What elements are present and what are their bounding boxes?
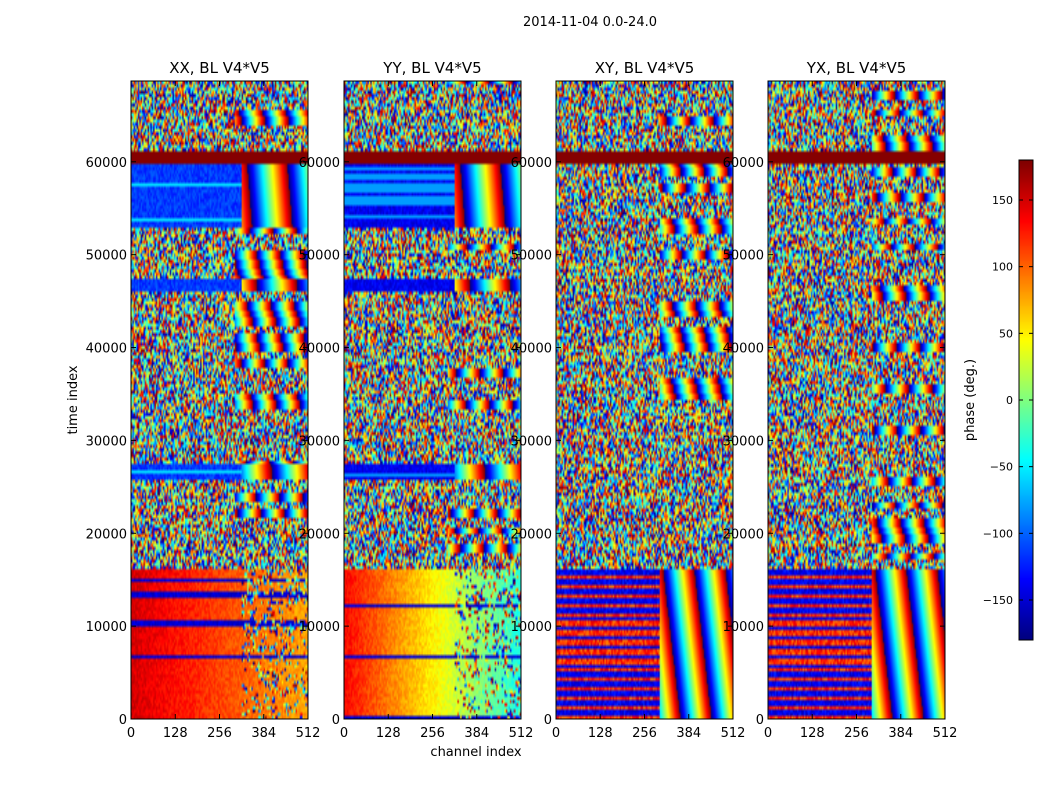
x-tick-label: 128	[800, 726, 825, 741]
panel-3: XY, BL V4*V5 0 128 256 384 512 0 10000 20000 3000…	[511, 59, 746, 741]
y-tick-label: 10000	[723, 620, 764, 635]
x-tick-label: 0	[552, 726, 560, 741]
y-tick-label: 20000	[723, 527, 764, 542]
x-tick-label: 384	[888, 726, 913, 741]
y-tick-label: 30000	[511, 434, 552, 449]
colorbar-tick-label: −150	[983, 594, 1013, 607]
colorbar-tick-label: 0	[1006, 394, 1013, 407]
panel-1: XX, BL V4*V5 0 128 256 384 512 0 10000 20000 3000…	[86, 59, 321, 741]
y-tick-label: 60000	[299, 156, 340, 171]
y-tick-label: 50000	[511, 249, 552, 264]
y-tick-label: 0	[544, 713, 552, 728]
x-tick-label: 128	[588, 726, 613, 741]
heatmap-image	[556, 81, 733, 719]
colorbar-tick-label: −50	[990, 461, 1013, 474]
colorbar-tick-label: −100	[983, 527, 1013, 540]
x-tick-label: 128	[163, 726, 188, 741]
y-tick-label: 50000	[86, 249, 127, 264]
heatmap-image	[344, 81, 521, 719]
x-tick-label: 384	[251, 726, 276, 741]
x-tick-label: 512	[933, 726, 958, 741]
y-tick-label: 20000	[299, 527, 340, 542]
x-tick-label: 512	[509, 726, 534, 741]
x-tick-label: 512	[296, 726, 321, 741]
y-tick-label: 20000	[511, 527, 552, 542]
y-tick-label: 60000	[511, 156, 552, 171]
colorbar: 150 100 50 0 −50 −100 −150	[983, 159, 1034, 641]
panels: XX, BL V4*V5 0 128 256 384 512 0 10000 20000 3000…	[86, 59, 958, 741]
y-tick-label: 0	[119, 713, 127, 728]
x-tick-label: 256	[420, 726, 445, 741]
y-tick-label: 0	[756, 713, 764, 728]
colorbar-label: phase (deg.)	[963, 359, 978, 441]
x-tick-label: 256	[207, 726, 232, 741]
y-tick-label: 40000	[723, 342, 764, 357]
x-tick-label: 256	[632, 726, 657, 741]
y-tick-label: 30000	[723, 434, 764, 449]
y-tick-label: 10000	[86, 620, 127, 635]
y-tick-label: 10000	[511, 620, 552, 635]
y-tick-label: 20000	[86, 527, 127, 542]
y-tick-label: 40000	[299, 342, 340, 357]
x-tick-label: 0	[764, 726, 772, 741]
x-tick-label: 256	[844, 726, 869, 741]
y-tick-label: 60000	[723, 156, 764, 171]
y-tick-label: 0	[332, 713, 340, 728]
y-tick-label: 60000	[86, 156, 127, 171]
panel-title: XY, BL V4*V5	[595, 59, 695, 77]
x-tick-label: 0	[340, 726, 348, 741]
figure-title: 2014-11-04 0.0-24.0	[523, 15, 657, 30]
colorbar-tick-label: 100	[992, 261, 1013, 274]
panel-title: XX, BL V4*V5	[169, 59, 270, 77]
x-axis-label: channel index	[430, 745, 521, 760]
x-tick-label: 128	[376, 726, 401, 741]
colorbar-gradient	[1019, 160, 1033, 640]
panel-title: YX, BL V4*V5	[806, 59, 907, 77]
y-tick-label: 50000	[299, 249, 340, 264]
panel-4: YX, BL V4*V5 0 128 256 384 512 0 10000 20000 3000…	[723, 59, 958, 741]
y-tick-label: 30000	[86, 434, 127, 449]
y-axis-label: time index	[66, 365, 81, 434]
panel-title: YY, BL V4*V5	[382, 59, 481, 77]
x-tick-label: 384	[464, 726, 489, 741]
x-tick-label: 512	[721, 726, 746, 741]
x-tick-label: 384	[676, 726, 701, 741]
heatmap-image	[131, 81, 308, 719]
panel-2: YY, BL V4*V5 0 128 256 384 512 0 10000 20000 3000…	[299, 59, 534, 741]
colorbar-tick-label: 50	[999, 327, 1013, 340]
y-tick-label: 40000	[511, 342, 552, 357]
y-tick-label: 10000	[299, 620, 340, 635]
heatmap-image	[768, 81, 945, 719]
y-tick-label: 30000	[299, 434, 340, 449]
y-tick-label: 40000	[86, 342, 127, 357]
x-tick-label: 0	[127, 726, 135, 741]
y-tick-label: 50000	[723, 249, 764, 264]
colorbar-tick-label: 150	[992, 194, 1013, 207]
